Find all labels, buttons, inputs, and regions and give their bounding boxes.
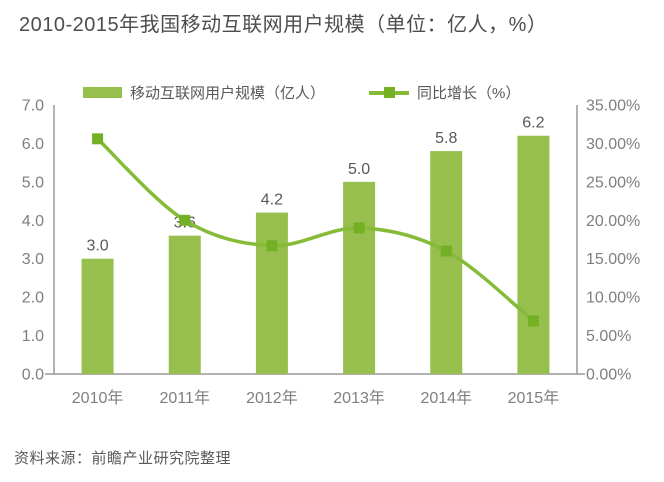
bar-value-label: 4.2 — [261, 192, 283, 209]
legend-label-users: 移动互联网用户规模（亿人） — [130, 85, 326, 102]
left-axis-tick-label: 7.0 — [22, 98, 44, 115]
right-axis-tick-label: 35.00% — [586, 98, 640, 115]
legend-item-growth: 同比增长（%） — [369, 82, 520, 103]
left-axis-tick-label: 1.0 — [22, 328, 44, 345]
legend-label-growth: 同比增长（%） — [417, 85, 521, 102]
right-axis-tick-label: 15.00% — [586, 251, 640, 268]
chart-title: 2010-2015年我国移动互联网用户规模（单位：亿人，%） — [19, 14, 548, 36]
bar-value-label: 6.2 — [522, 115, 544, 132]
legend-square-marker-icon — [383, 87, 395, 98]
bar-value-label: 5.0 — [348, 161, 370, 178]
right-axis-tick-label: 5.00% — [586, 328, 631, 345]
x-axis-tick-label: 2012年 — [246, 389, 298, 407]
left-axis-tick-label: 0.0 — [22, 367, 44, 384]
bar-value-label: 3.0 — [86, 238, 108, 255]
x-axis-tick-label: 2015年 — [508, 389, 560, 407]
line-marker-icon — [179, 214, 191, 226]
bar — [168, 235, 201, 374]
right-axis-tick-label: 10.00% — [586, 290, 640, 307]
left-axis-tick-label: 6.0 — [22, 136, 44, 153]
right-axis-tick-label: 0.00% — [586, 367, 631, 384]
left-axis-tick-label: 3.0 — [22, 251, 44, 268]
right-axis-tick-label: 20.00% — [586, 213, 640, 230]
x-axis-tick-label: 2014年 — [420, 389, 472, 407]
bar — [343, 181, 376, 374]
bar-series-swatch — [83, 87, 122, 98]
line-marker-icon — [440, 245, 452, 257]
x-axis-tick-label: 2010年 — [72, 389, 124, 407]
legend-item-users: 移动互联网用户规模（亿人） — [83, 82, 325, 103]
line-marker-icon — [266, 240, 278, 252]
source-note: 资料来源：前瞻产业研究院整理 — [14, 450, 232, 467]
x-axis-tick-label: 2013年 — [333, 389, 385, 407]
line-marker-icon — [92, 133, 104, 145]
x-axis-tick-label: 2011年 — [160, 389, 210, 407]
bar — [517, 135, 550, 374]
growth-line — [95, 137, 536, 323]
left-axis-tick-label: 2.0 — [22, 290, 44, 307]
bar-value-label: 5.8 — [435, 130, 457, 147]
bar — [81, 258, 114, 374]
line-series-swatch — [369, 87, 410, 99]
line-marker-icon — [353, 222, 365, 234]
left-axis-tick-label: 5.0 — [22, 174, 44, 191]
right-axis-tick-label: 25.00% — [586, 174, 640, 191]
left-axis-tick-label: 4.0 — [22, 213, 44, 230]
chart-legend: 移动互联网用户规模（亿人） 同比增长（%） — [83, 82, 520, 103]
bar — [430, 151, 463, 374]
right-axis-tick-label: 30.00% — [586, 136, 640, 153]
bar — [255, 212, 288, 374]
line-marker-icon — [527, 315, 539, 327]
